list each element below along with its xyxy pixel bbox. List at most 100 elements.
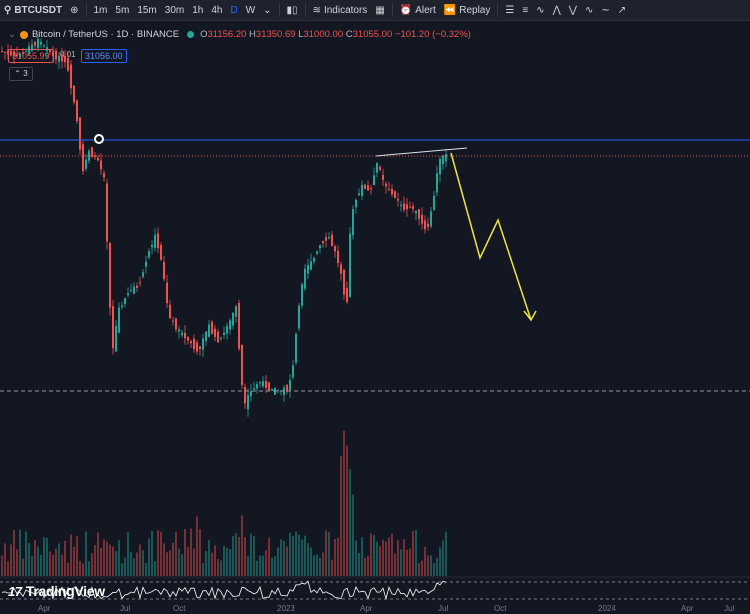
grid-icon: ▦ [375, 4, 385, 16]
candle-body [298, 305, 300, 329]
volume-bar [427, 555, 429, 576]
candle-body [214, 328, 216, 337]
candle-body [112, 306, 114, 349]
candle-body [391, 188, 393, 195]
candle-body [82, 144, 84, 172]
volume-bar [73, 546, 75, 576]
tradingview-logo[interactable]: 17 TradingView [8, 583, 105, 599]
candle-body [289, 380, 291, 391]
candle-body [406, 204, 408, 210]
tradingview-wordmark: TradingView [25, 583, 105, 599]
volume-bar [385, 541, 387, 576]
volume-bar [421, 560, 423, 576]
interval-5m[interactable]: 5m [115, 4, 130, 16]
symbol-search-button[interactable]: ⚲ BTCUSDT [0, 0, 66, 20]
lines-tool[interactable]: ☰ [501, 0, 518, 20]
candle-body [88, 150, 90, 161]
volume-bar [391, 533, 393, 576]
price-chart[interactable] [0, 21, 750, 604]
open-value: 31156.20 [207, 29, 247, 40]
candle-body [124, 297, 126, 305]
buy-price-box[interactable]: 31056.00 [81, 49, 127, 63]
cycle-tool[interactable]: ∼ [597, 0, 613, 20]
volume-bar [268, 537, 270, 576]
volume-bar [307, 543, 309, 576]
volume-bar [154, 560, 156, 576]
volume-bar [430, 555, 432, 576]
chevron-down-icon[interactable]: ⌄ [8, 29, 16, 40]
candle-body [139, 282, 141, 284]
wave-tool[interactable]: ∿ [581, 0, 597, 20]
volume-bar [115, 551, 117, 576]
replay-button[interactable]: ⏪ Replay [440, 0, 495, 20]
volume-bar [127, 532, 129, 576]
candle-body [352, 209, 354, 236]
volume-bar [334, 539, 336, 576]
volume-bar [130, 551, 132, 576]
candle-body [148, 251, 150, 258]
abcd-tool[interactable]: ⋀ [549, 0, 565, 20]
pattern-icon: ∿ [536, 4, 545, 16]
interval-30m[interactable]: 30m [164, 4, 185, 16]
elliott-tool[interactable]: ⋁ [565, 0, 581, 20]
candle-body [64, 55, 66, 63]
volume-bar [76, 536, 78, 576]
pattern-tool[interactable]: ∿ [532, 0, 548, 20]
volume-bar [43, 537, 45, 576]
volume-bar [325, 530, 327, 576]
candle-body [361, 184, 363, 196]
volume-bar [232, 535, 234, 576]
volume-bar [235, 533, 237, 576]
templates-button[interactable]: ▦ [371, 0, 388, 20]
candle-body [388, 189, 390, 191]
volume-bar [388, 537, 390, 576]
interval-d[interactable]: D [230, 4, 238, 16]
projection-arrowhead [523, 310, 537, 322]
candle-body [433, 195, 435, 210]
volume-bar [22, 558, 24, 576]
open-key: O [200, 29, 208, 40]
candle-body [319, 245, 321, 249]
candle-body [259, 382, 261, 384]
volume-bar [274, 556, 276, 576]
volume-bar [178, 548, 180, 576]
interval-dropdown[interactable]: ⌄ [259, 0, 275, 20]
plus-circle-icon: ⊕ [70, 4, 79, 16]
volume-bar [88, 561, 90, 576]
chart-type-button[interactable]: ▮▯ [283, 0, 302, 20]
indicators-button[interactable]: ≋ Indicators [309, 0, 372, 20]
candle-body [358, 193, 360, 196]
candle-body [178, 329, 180, 332]
compare-button[interactable]: ⊕ [66, 0, 82, 20]
volume-bar [106, 541, 108, 576]
volume-bar [364, 557, 366, 576]
candle-body [415, 210, 417, 214]
indicator-collapse-button[interactable]: ⌃ 3 [9, 67, 33, 81]
candle-body [160, 244, 162, 260]
candle-body [256, 384, 258, 389]
indicators-label: Indicators [323, 4, 368, 16]
candle-body [217, 331, 219, 343]
interval-1h[interactable]: 1h [192, 4, 204, 16]
volume-bar [34, 540, 36, 576]
trend-line-tool[interactable]: ↗ [614, 0, 630, 20]
volume-bar [259, 555, 261, 576]
candle-body [61, 54, 63, 62]
time-axis[interactable]: Apr Jul Oct 2023 Apr Jul Oct 2024 Apr Ju… [0, 604, 750, 614]
interval-15m[interactable]: 15m [137, 4, 157, 16]
alert-button[interactable]: ⏰ Alert [396, 0, 440, 20]
candle-body [175, 318, 177, 330]
candle-body [142, 272, 144, 277]
candle-body [409, 206, 411, 208]
interval-1m[interactable]: 1m [93, 4, 108, 16]
rewind-icon: ⏪ [443, 4, 457, 16]
interval-4h[interactable]: 4h [211, 4, 223, 16]
fib-tool[interactable]: ≡ [518, 0, 532, 20]
tradingview-mark-icon: 17 [8, 583, 22, 599]
volume-bar [298, 534, 300, 576]
interval-w[interactable]: W [245, 4, 256, 16]
volume-bar [160, 531, 162, 576]
toolbar-divider [304, 3, 306, 17]
volume-bar [301, 539, 303, 576]
low-key: L [298, 29, 304, 40]
